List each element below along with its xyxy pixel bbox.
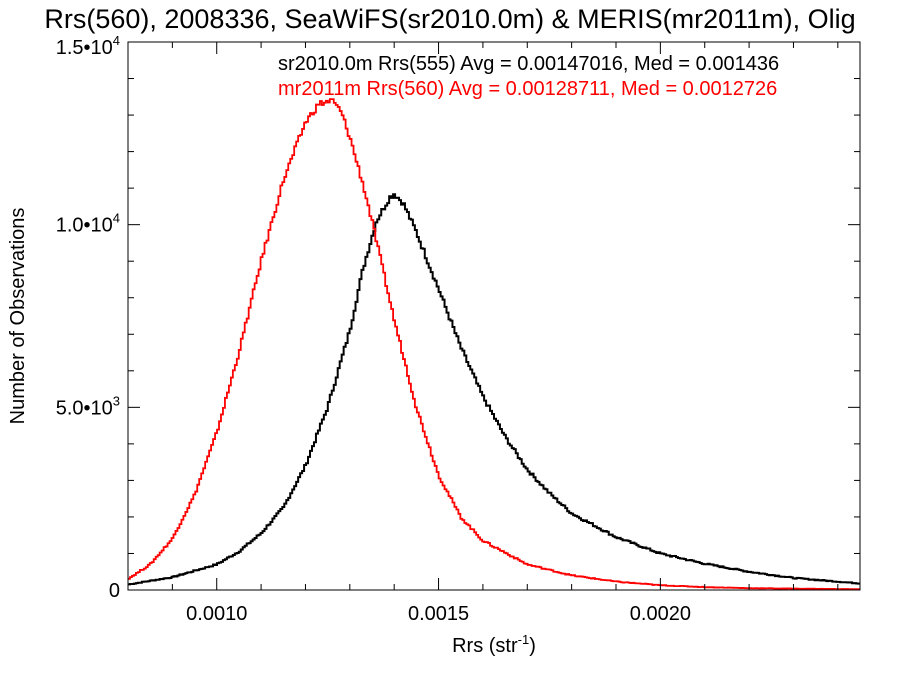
x-tick-label: 0.0020 (630, 603, 691, 625)
y-tick-exponent: 3 (113, 393, 120, 408)
tick-layer (127, 41, 860, 591)
y-tick-exponent: 4 (113, 211, 120, 226)
y-tick-mantissa: 1.0•10 (56, 215, 113, 237)
x-tick-label: 0.0010 (186, 603, 247, 625)
y-tick-label: 1.5•104 (56, 33, 120, 59)
legend-entry-sr2010: sr2010.0m Rrs(555) Avg = 0.00147016, Med… (278, 53, 779, 75)
y-tick-mantissa: 1.5•10 (56, 37, 113, 59)
y-tick-label: 5.0•103 (56, 393, 120, 419)
chart-title: Rrs(560), 2008336, SeaWiFS(sr2010.0m) & … (44, 4, 855, 34)
x-axis-title-sup: -1 (518, 632, 530, 647)
series-mr2011-line (128, 98, 860, 591)
legend-entry-mr2011: mr2011m Rrs(560) Avg = 0.00128711, Med =… (278, 78, 777, 100)
x-tick-labels: 0.0010 0.0015 0.0020 (186, 603, 691, 625)
x-tick-label: 0.0015 (408, 603, 469, 625)
series-layer (128, 98, 860, 591)
y-tick-label: 1.0•104 (56, 211, 120, 237)
y-axis-title: Number of Observations (7, 208, 29, 425)
y-tick-mantissa: 5.0•10 (56, 397, 113, 419)
x-axis-title-tail: ) (529, 635, 536, 657)
plot-frame (127, 41, 861, 591)
x-axis-title: Rrs (str-1) (452, 632, 536, 657)
x-axis-title-base: Rrs (str (452, 635, 518, 657)
y-tick-exponent: 4 (113, 33, 120, 48)
y-tick-mantissa: 0 (109, 580, 120, 602)
y-tick-label: 0 (109, 580, 120, 602)
series-sr2010-line (128, 193, 860, 586)
